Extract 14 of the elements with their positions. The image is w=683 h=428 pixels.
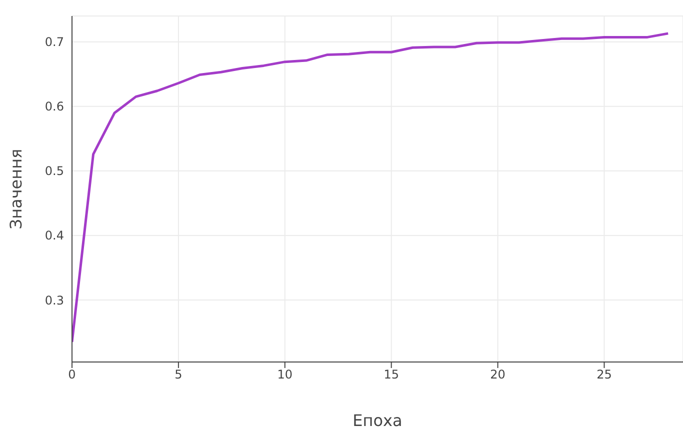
x-axis-title: Епоха (352, 411, 402, 428)
y-axis-title: Значення (6, 148, 26, 230)
y-tick-label: 0.7 (44, 35, 64, 50)
y-tick-label: 0.6 (44, 100, 64, 114)
y-tick-label: 0.3 (44, 293, 64, 308)
x-tick-label: 10 (277, 368, 293, 382)
y-tick-label: 0.4 (44, 228, 64, 243)
x-tick-label: 5 (174, 368, 182, 382)
x-tick-label: 20 (490, 368, 506, 382)
line-series (72, 32, 670, 344)
x-tick-label: 25 (596, 368, 612, 382)
x-tick-label: 0 (68, 368, 76, 382)
y-tick-label: 0.5 (44, 164, 64, 178)
x-tick-label: 15 (384, 368, 399, 382)
